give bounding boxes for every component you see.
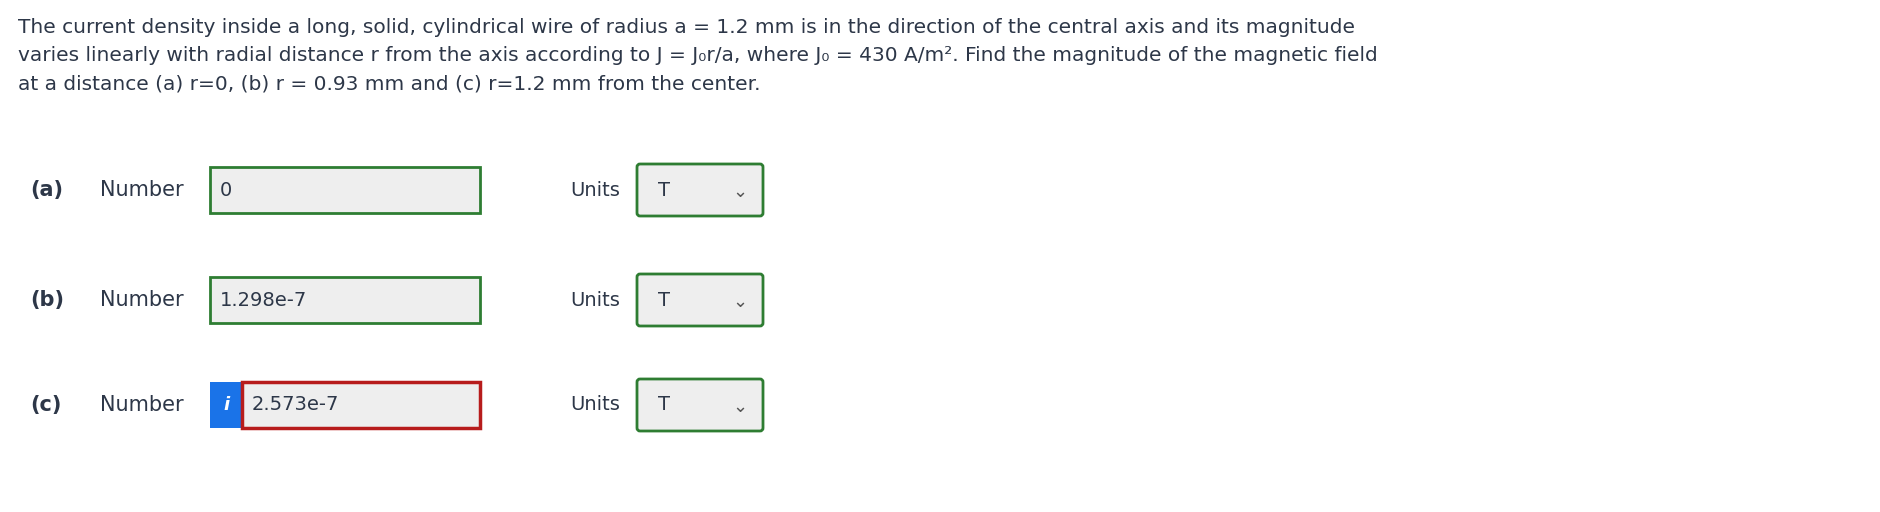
Text: T: T (658, 290, 669, 309)
Text: The current density inside a long, solid, cylindrical wire of radius a = 1.2 mm : The current density inside a long, solid… (19, 18, 1355, 37)
FancyBboxPatch shape (637, 274, 763, 326)
FancyBboxPatch shape (637, 164, 763, 216)
Text: ⌄: ⌄ (733, 398, 748, 416)
FancyBboxPatch shape (637, 379, 763, 431)
Text: i: i (224, 396, 229, 414)
Text: varies linearly with radial distance r from the axis according to J = J₀r/a, whe: varies linearly with radial distance r f… (19, 46, 1378, 65)
Text: ⌄: ⌄ (733, 183, 748, 201)
Text: Units: Units (570, 181, 620, 200)
Text: T: T (658, 181, 669, 200)
Text: (a): (a) (30, 180, 64, 200)
Text: Units: Units (570, 290, 620, 309)
Text: (b): (b) (30, 290, 64, 310)
Text: 0: 0 (220, 181, 233, 200)
Text: at a distance (a) r=0, (b) r = 0.93 mm and (c) r=1.2 mm from the center.: at a distance (a) r=0, (b) r = 0.93 mm a… (19, 74, 761, 93)
Text: ⌄: ⌄ (733, 293, 748, 311)
Bar (211, 277, 479, 323)
Text: Units: Units (570, 395, 620, 415)
Text: Number: Number (100, 180, 184, 200)
Text: 2.573e-7: 2.573e-7 (252, 395, 340, 415)
Bar (211, 167, 479, 213)
Text: 1.298e-7: 1.298e-7 (220, 290, 306, 309)
Bar (211, 382, 243, 428)
Bar (243, 382, 479, 428)
Text: Number: Number (100, 290, 184, 310)
Text: Number: Number (100, 395, 184, 415)
Text: (c): (c) (30, 395, 62, 415)
Text: T: T (658, 395, 669, 415)
